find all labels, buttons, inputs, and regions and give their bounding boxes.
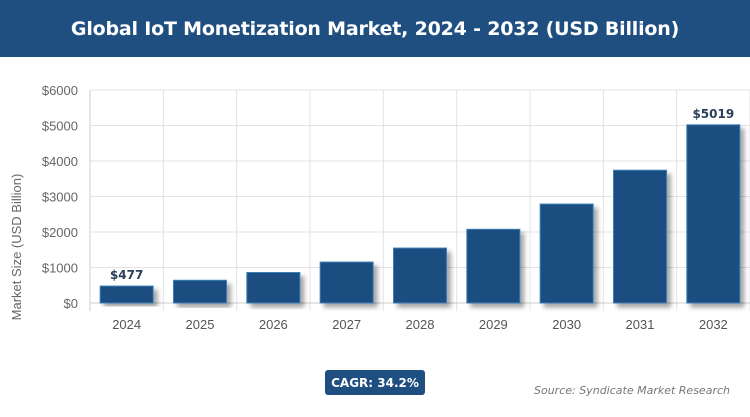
x-tick-label: 2025 xyxy=(186,317,215,332)
y-tick-label: $5000 xyxy=(42,119,78,134)
bar-2026 xyxy=(246,272,301,304)
y-tick-label: $2000 xyxy=(42,225,78,240)
y-tick-label: $6000 xyxy=(42,83,78,98)
bar-chart: $0 $1000 $2000 $3000 $4000 $5000 $6000 2024 $477… xyxy=(9,83,750,332)
bar-2031 xyxy=(613,169,667,304)
x-tick-label: 2028 xyxy=(406,317,435,332)
title-bar: Global IoT Monetization Market, 2024 - 2… xyxy=(0,0,750,57)
bar-2029 xyxy=(466,228,521,304)
cagr-badge: CAGR: 34.2% xyxy=(325,370,425,395)
x-tick-label: 2031 xyxy=(626,317,655,332)
data-label: $477 xyxy=(110,268,143,282)
bar-2027 xyxy=(319,261,374,304)
bar-2025 xyxy=(173,279,227,304)
x-tick-label: 2026 xyxy=(259,317,288,332)
source-note: Source: Syndicate Market Research xyxy=(534,384,730,397)
bar-2028 xyxy=(393,247,447,304)
x-tick-label: 2027 xyxy=(332,317,361,332)
x-tick-label: 2029 xyxy=(479,317,508,332)
bar-2024 xyxy=(99,285,154,304)
y-axis-label: Market Size (USD Billion) xyxy=(9,174,24,321)
y-tick-label: $3000 xyxy=(42,190,78,205)
bar-2032 xyxy=(686,124,741,304)
y-tick-label: $0 xyxy=(64,296,78,311)
x-tick-label: 2030 xyxy=(552,317,581,332)
bar-2030 xyxy=(539,203,594,304)
x-tick-label: 2032 xyxy=(699,317,728,332)
y-tick-label: $4000 xyxy=(42,154,78,169)
chart-title: Global IoT Monetization Market, 2024 - 2… xyxy=(70,17,680,40)
data-label: $5019 xyxy=(692,107,734,121)
x-tick-label: 2024 xyxy=(112,317,141,332)
y-tick-label: $1000 xyxy=(42,261,78,276)
